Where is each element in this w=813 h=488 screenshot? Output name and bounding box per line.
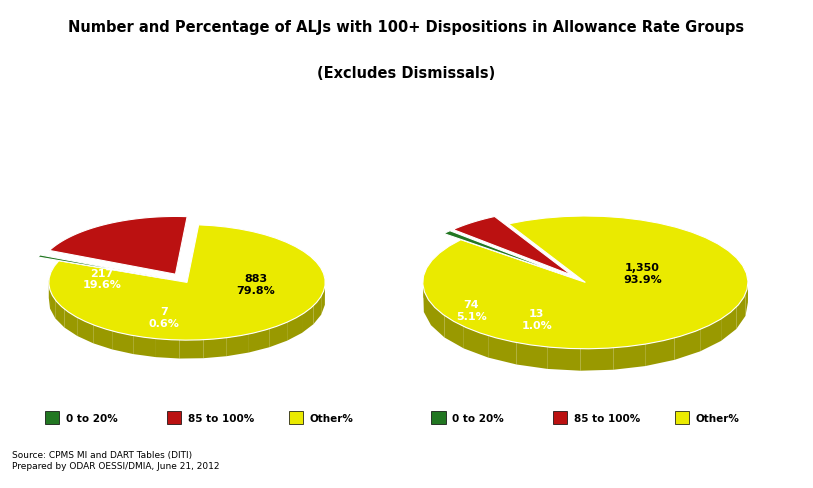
Polygon shape [675,329,700,360]
Polygon shape [50,290,55,318]
Bar [675,411,689,424]
Bar [553,411,567,424]
Polygon shape [203,338,227,358]
Polygon shape [445,316,464,348]
Text: FY 2007: FY 2007 [155,200,219,214]
Text: 13
1.0%: 13 1.0% [521,309,552,331]
Polygon shape [320,266,324,295]
Polygon shape [424,290,431,325]
Text: 74
5.1%: 74 5.1% [456,301,487,322]
Polygon shape [314,296,321,324]
Polygon shape [52,261,59,289]
Polygon shape [38,255,166,279]
Polygon shape [646,338,675,366]
Text: Other%: Other% [696,414,740,424]
Polygon shape [55,300,64,327]
Bar [167,411,181,424]
Polygon shape [93,325,112,349]
Text: 217
19.6%: 217 19.6% [82,269,121,290]
Text: FY 2012
(Through May 25, 2012): FY 2012 (Through May 25, 2012) [491,183,680,215]
Polygon shape [180,340,203,359]
Polygon shape [746,281,748,316]
Polygon shape [156,339,180,359]
Polygon shape [453,217,572,275]
Text: Source: CPMS MI and DART Tables (DITI)
Prepared by ODAR OESSI/DMIA, June 21, 201: Source: CPMS MI and DART Tables (DITI) P… [12,451,220,471]
Text: 883
79.8%: 883 79.8% [237,274,276,296]
Text: Number and Percentage of ALJs with 100+ Dispositions in Allowance Rate Groups: Number and Percentage of ALJs with 100+ … [68,20,745,35]
Bar [289,411,303,424]
Polygon shape [49,225,325,340]
Polygon shape [321,286,325,315]
Polygon shape [49,280,50,308]
Polygon shape [50,217,187,274]
Polygon shape [49,270,52,299]
Polygon shape [423,216,748,349]
Polygon shape [302,305,314,333]
Polygon shape [424,264,429,299]
Polygon shape [580,348,614,371]
Text: 7
0.6%: 7 0.6% [149,307,180,329]
Polygon shape [249,329,269,352]
Bar [45,411,59,424]
Polygon shape [227,334,249,356]
Polygon shape [488,336,516,365]
Text: 0 to 20%: 0 to 20% [452,414,504,424]
Polygon shape [737,294,746,329]
Text: 1,350
93.9%: 1,350 93.9% [623,263,662,285]
Polygon shape [112,331,133,354]
Text: Other%: Other% [310,414,354,424]
Bar [431,411,446,424]
Polygon shape [287,314,302,341]
Text: 85 to 100%: 85 to 100% [188,414,254,424]
Polygon shape [133,336,156,357]
Polygon shape [64,309,77,336]
Polygon shape [269,322,287,347]
Polygon shape [444,231,568,276]
Text: (Excludes Dismissals): (Excludes Dismissals) [317,66,496,81]
Polygon shape [431,303,445,338]
Polygon shape [516,343,548,369]
Polygon shape [744,267,748,303]
Polygon shape [77,318,93,344]
Text: 0 to 20%: 0 to 20% [66,414,118,424]
Polygon shape [548,347,580,371]
Polygon shape [614,344,646,370]
Polygon shape [700,319,721,351]
Polygon shape [464,326,488,358]
Text: 85 to 100%: 85 to 100% [574,414,640,424]
Polygon shape [721,307,737,341]
